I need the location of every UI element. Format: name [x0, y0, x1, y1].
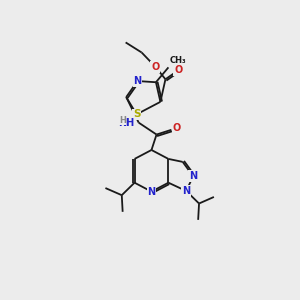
Text: NH: NH	[118, 118, 134, 128]
Text: S: S	[133, 109, 140, 119]
Text: CH₃: CH₃	[170, 56, 187, 65]
Text: N: N	[134, 76, 142, 86]
Text: N: N	[182, 186, 190, 196]
Text: N: N	[147, 187, 155, 196]
Text: O: O	[173, 123, 181, 133]
Text: O: O	[174, 65, 182, 75]
Text: O: O	[151, 62, 160, 72]
Text: H: H	[119, 116, 126, 125]
Text: N: N	[189, 171, 197, 181]
